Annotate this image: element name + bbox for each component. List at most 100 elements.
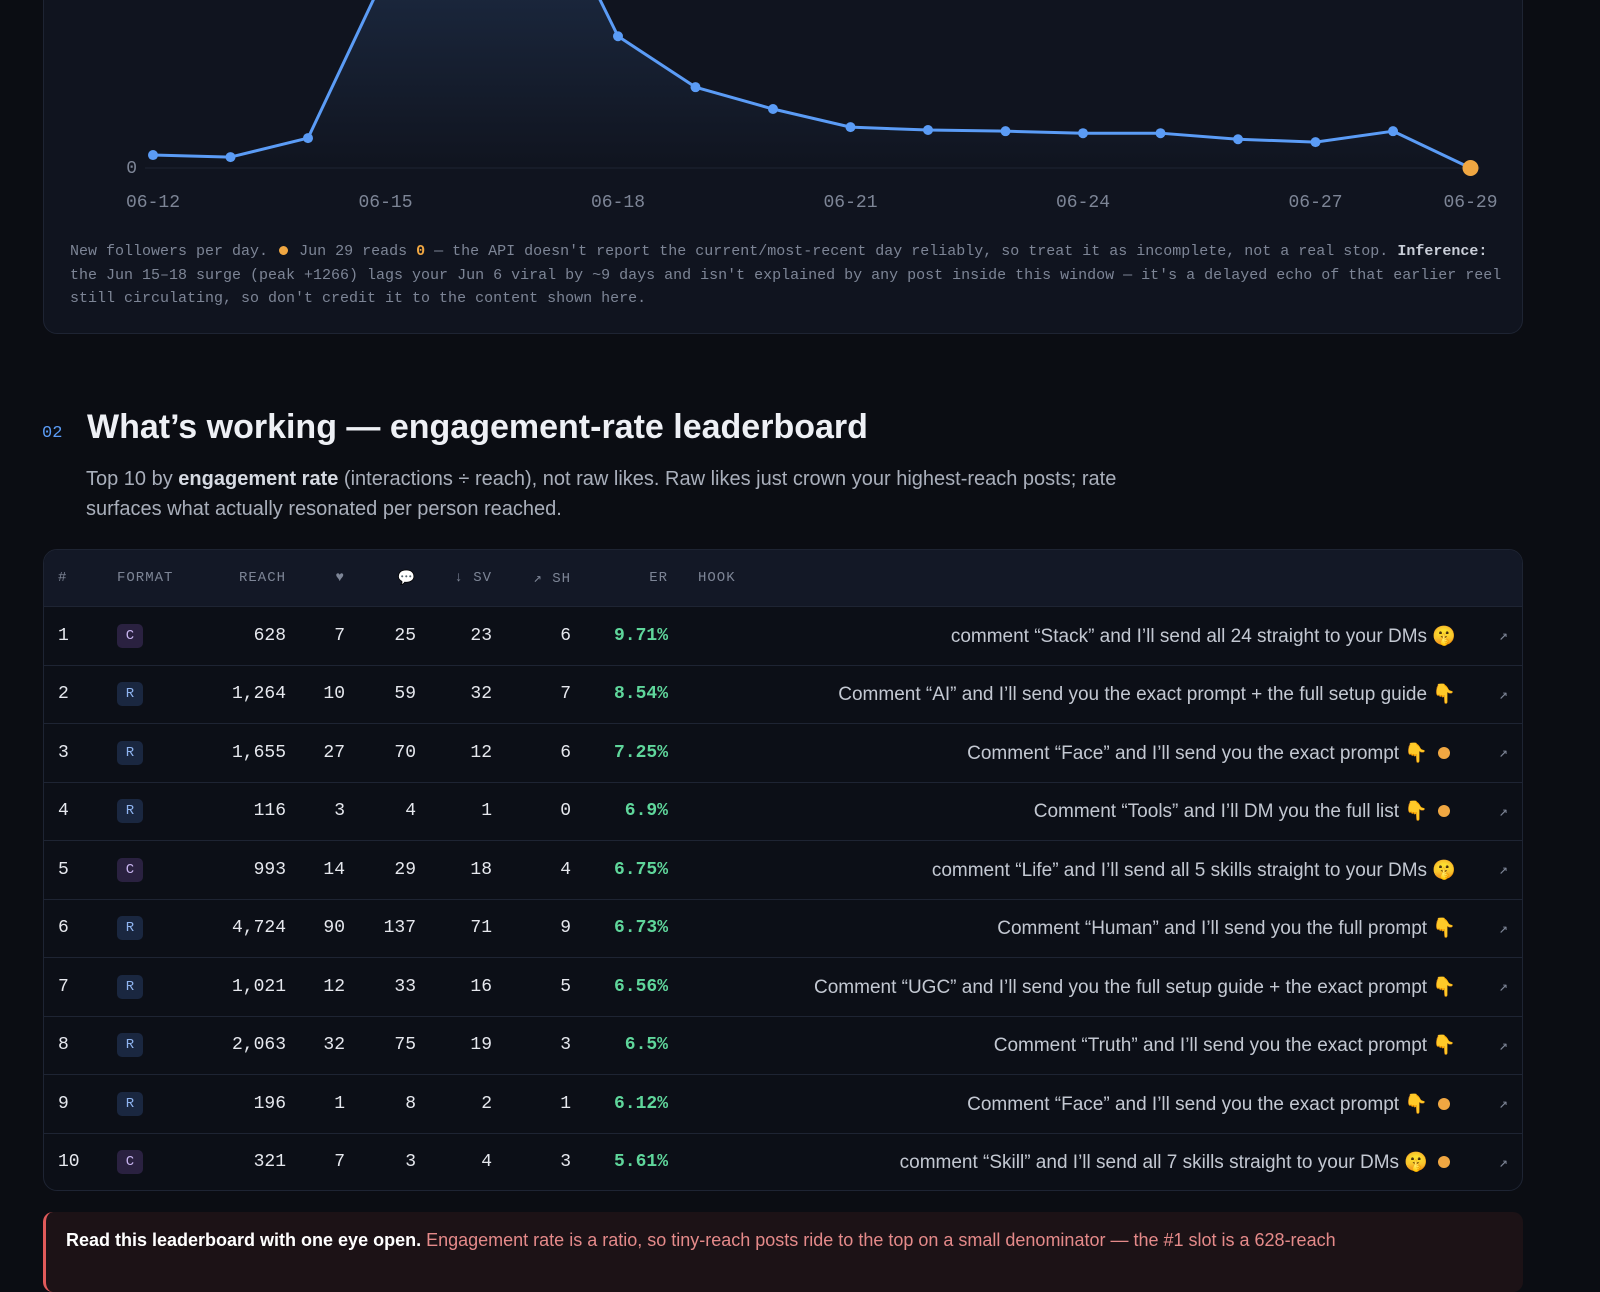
table-row: 8 R 2,063 32 75 19 3 6.5% Comment “Truth” and I’… xyxy=(44,1015,1522,1075)
point xyxy=(148,150,158,161)
table-cell: 5 xyxy=(58,859,69,880)
table-row: 2 R 1,264 10 59 32 7 8.54% Comment “AI” and I’ll… xyxy=(44,664,1522,724)
table-cell: 6 xyxy=(58,918,69,939)
caption-rest: — the API doesn't report the current/mos… xyxy=(434,243,1389,260)
table-cell: 4 xyxy=(405,801,416,822)
hook-text: Comment “Face” and I’ll send you the exa… xyxy=(967,1093,1428,1115)
table-cell: 7 xyxy=(334,625,345,646)
format-cell: R xyxy=(117,783,143,841)
hook-text: comment “Skill” and I’ll send all 7 skil… xyxy=(899,1152,1428,1174)
x-tick-label: 06-18 xyxy=(591,193,645,213)
er-cell: 7.25% xyxy=(613,742,668,763)
er-cell: 6.73% xyxy=(613,918,668,939)
hook-cell: Comment “Human” and I’ll send you the fu… xyxy=(997,900,1456,958)
table-cell: 1,655 xyxy=(231,742,286,763)
format-badge: R xyxy=(117,799,143,824)
chart-caption: New followers per day. Jun 29 reads 0 — … xyxy=(70,240,1510,311)
warning-text: Engagement rate is a ratio, so tiny-reac… xyxy=(426,1230,1336,1250)
x-tick-label: 06-21 xyxy=(823,193,877,213)
table-cell: 70 xyxy=(394,742,416,763)
caption-reads: Jun 29 reads xyxy=(299,243,408,260)
format-cell: C xyxy=(117,841,143,899)
hook-cell: Comment “UGC” and I’ll send you the full… xyxy=(814,958,1456,1016)
hook-cell: Comment “AI” and I’ll send you the exact… xyxy=(838,666,1456,724)
open-link[interactable]: ↗ xyxy=(1498,686,1508,704)
open-link[interactable]: ↗ xyxy=(1498,1096,1508,1114)
table-row: 5 C 993 14 29 18 4 6.75% comment “Life” and I’ll… xyxy=(44,840,1522,899)
point xyxy=(1310,137,1321,148)
hook-text: Comment “UGC” and I’ll send you the full… xyxy=(814,976,1456,998)
status-dot xyxy=(1438,1156,1450,1169)
table-cell: 32 xyxy=(470,684,492,705)
hook-cell: comment “Stack” and I’ll send all 24 str… xyxy=(951,607,1456,665)
table-row: 9 R 196 1 8 2 1 6.12% Comment “Face” and I’ll se… xyxy=(44,1074,1522,1133)
header-cell: ER xyxy=(649,570,668,586)
point xyxy=(303,133,313,144)
table-cell: 1 xyxy=(560,1093,571,1114)
table-cell: 75 xyxy=(394,1035,416,1056)
format-badge: R xyxy=(117,740,143,765)
table-row: 4 R 116 3 4 1 0 6.9% Comment “Tools” and I’ll DM… xyxy=(44,781,1522,841)
open-link[interactable]: ↗ xyxy=(1498,745,1508,763)
table-cell: 3 xyxy=(560,1152,571,1173)
format-cell: C xyxy=(117,607,143,665)
point xyxy=(613,31,623,42)
er-cell: 6.9% xyxy=(624,801,668,822)
table-cell: 196 xyxy=(253,1093,286,1114)
open-link[interactable]: ↗ xyxy=(1498,862,1508,880)
line xyxy=(152,0,1472,170)
table-cell: 137 xyxy=(383,918,416,939)
table-cell: 1 xyxy=(334,1093,345,1114)
format-cell: C xyxy=(117,1134,143,1191)
open-link[interactable]: ↗ xyxy=(1498,1037,1508,1055)
inference: the Jun 15–18 surge (peak +1266) lags yo… xyxy=(70,266,1502,308)
table-cell: 8 xyxy=(405,1093,416,1114)
y-tick-label: 600 xyxy=(105,0,137,6)
table-row: 1 C 628 7 25 23 6 9.71% comment “Stack” and I’ll… xyxy=(44,606,1522,665)
status-dot xyxy=(1438,1097,1450,1110)
inference-label: Inference: xyxy=(1397,243,1488,260)
table-cell: 1,021 xyxy=(231,976,286,997)
table-cell: 2,063 xyxy=(231,1035,286,1056)
header-cell: FORMAT xyxy=(117,570,174,586)
format-cell: R xyxy=(117,900,143,958)
table-cell: 59 xyxy=(394,684,416,705)
hook-text: Comment “Face” and I’ll send you the exa… xyxy=(967,742,1428,764)
table-cell: 29 xyxy=(394,859,416,880)
point xyxy=(1462,160,1479,176)
table-cell: 628 xyxy=(253,625,286,646)
table-row: 3 R 1,655 27 70 12 6 7.25% Comment “Face” and I’… xyxy=(44,723,1522,782)
table-cell: 4 xyxy=(58,801,69,822)
format-cell: R xyxy=(117,666,143,724)
open-link[interactable]: ↗ xyxy=(1498,803,1508,821)
warning-bold: Read this leaderboard with one eye open. xyxy=(66,1230,422,1250)
x-tick-label: 06-12 xyxy=(126,193,180,213)
table-cell: 1 xyxy=(481,801,492,822)
table-cell: 5 xyxy=(560,976,571,997)
open-link[interactable]: ↗ xyxy=(1498,1154,1508,1172)
table-cell: 993 xyxy=(253,859,286,880)
desc-bold: engagement rate xyxy=(178,468,339,490)
point xyxy=(1078,128,1088,139)
hook-cell: Comment “Face” and I’ll send you the exa… xyxy=(967,1075,1452,1133)
open-link[interactable]: ↗ xyxy=(1498,920,1508,938)
open-link[interactable]: ↗ xyxy=(1498,979,1508,997)
x-tick-label: 06-15 xyxy=(358,193,412,213)
format-badge: C xyxy=(117,857,143,882)
table-row: 6 R 4,724 90 137 71 9 6.73% Comment “Human” and … xyxy=(44,898,1522,958)
x-tick-label: 06-27 xyxy=(1288,193,1342,213)
table-cell: 33 xyxy=(394,976,416,997)
hook-cell: Comment “Face” and I’ll send you the exa… xyxy=(967,724,1452,782)
header-cell: HOOK xyxy=(698,570,736,586)
hook-cell: comment “Life” and I’ll send all 5 skill… xyxy=(932,841,1456,899)
table-cell: 1,264 xyxy=(231,684,286,705)
table-cell: 12 xyxy=(323,976,345,997)
table-cell: 3 xyxy=(334,801,345,822)
open-link[interactable]: ↗ xyxy=(1498,628,1508,646)
table-cell: 321 xyxy=(253,1152,286,1173)
header-cell: REACH xyxy=(238,570,286,586)
table-cell: 25 xyxy=(394,625,416,646)
er-cell: 5.61% xyxy=(613,1152,668,1173)
table-cell: 23 xyxy=(470,625,492,646)
hook-text: Comment “Tools” and I’ll DM you the full… xyxy=(1033,801,1428,823)
